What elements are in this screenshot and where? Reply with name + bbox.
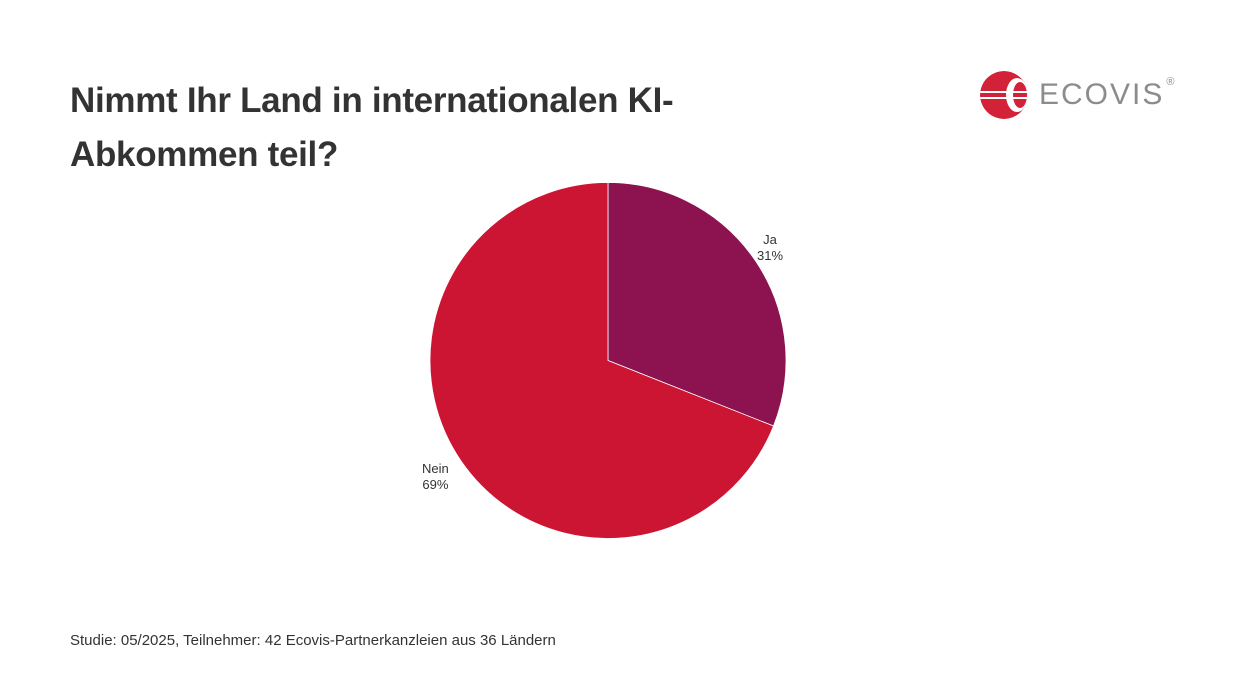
- title-line-2: Abkommen teil?: [70, 135, 339, 174]
- slice-label-nein: Nein 69%: [422, 461, 449, 493]
- label-ja-name: Ja: [763, 232, 777, 247]
- ecovis-logo-icon: [980, 71, 1028, 119]
- logo-text: ECOVIS: [1039, 78, 1165, 111]
- ecovis-logo: ECOVIS ®: [979, 70, 1174, 120]
- label-ja-percent: 31%: [757, 248, 784, 263]
- registered-mark: ®: [1166, 76, 1175, 88]
- label-nein-name: Nein: [422, 461, 449, 476]
- pie-slices: [429, 182, 787, 539]
- chart-title: Nimmt Ihr Land in internationalen KI- Ab…: [70, 74, 790, 182]
- pie-slice-nein: [429, 182, 775, 539]
- label-nein-percent: 69%: [422, 477, 449, 492]
- slice-label-ja: Ja 31%: [757, 232, 783, 264]
- title-line-1: Nimmt Ihr Land in internationalen KI-: [70, 81, 674, 120]
- pie-slice-ja: [607, 182, 787, 427]
- logo-wordmark: ECOVIS ®: [1039, 76, 1175, 112]
- study-footnote: Studie: 05/2025, Teilnehmer: 42 Ecovis-P…: [70, 632, 556, 649]
